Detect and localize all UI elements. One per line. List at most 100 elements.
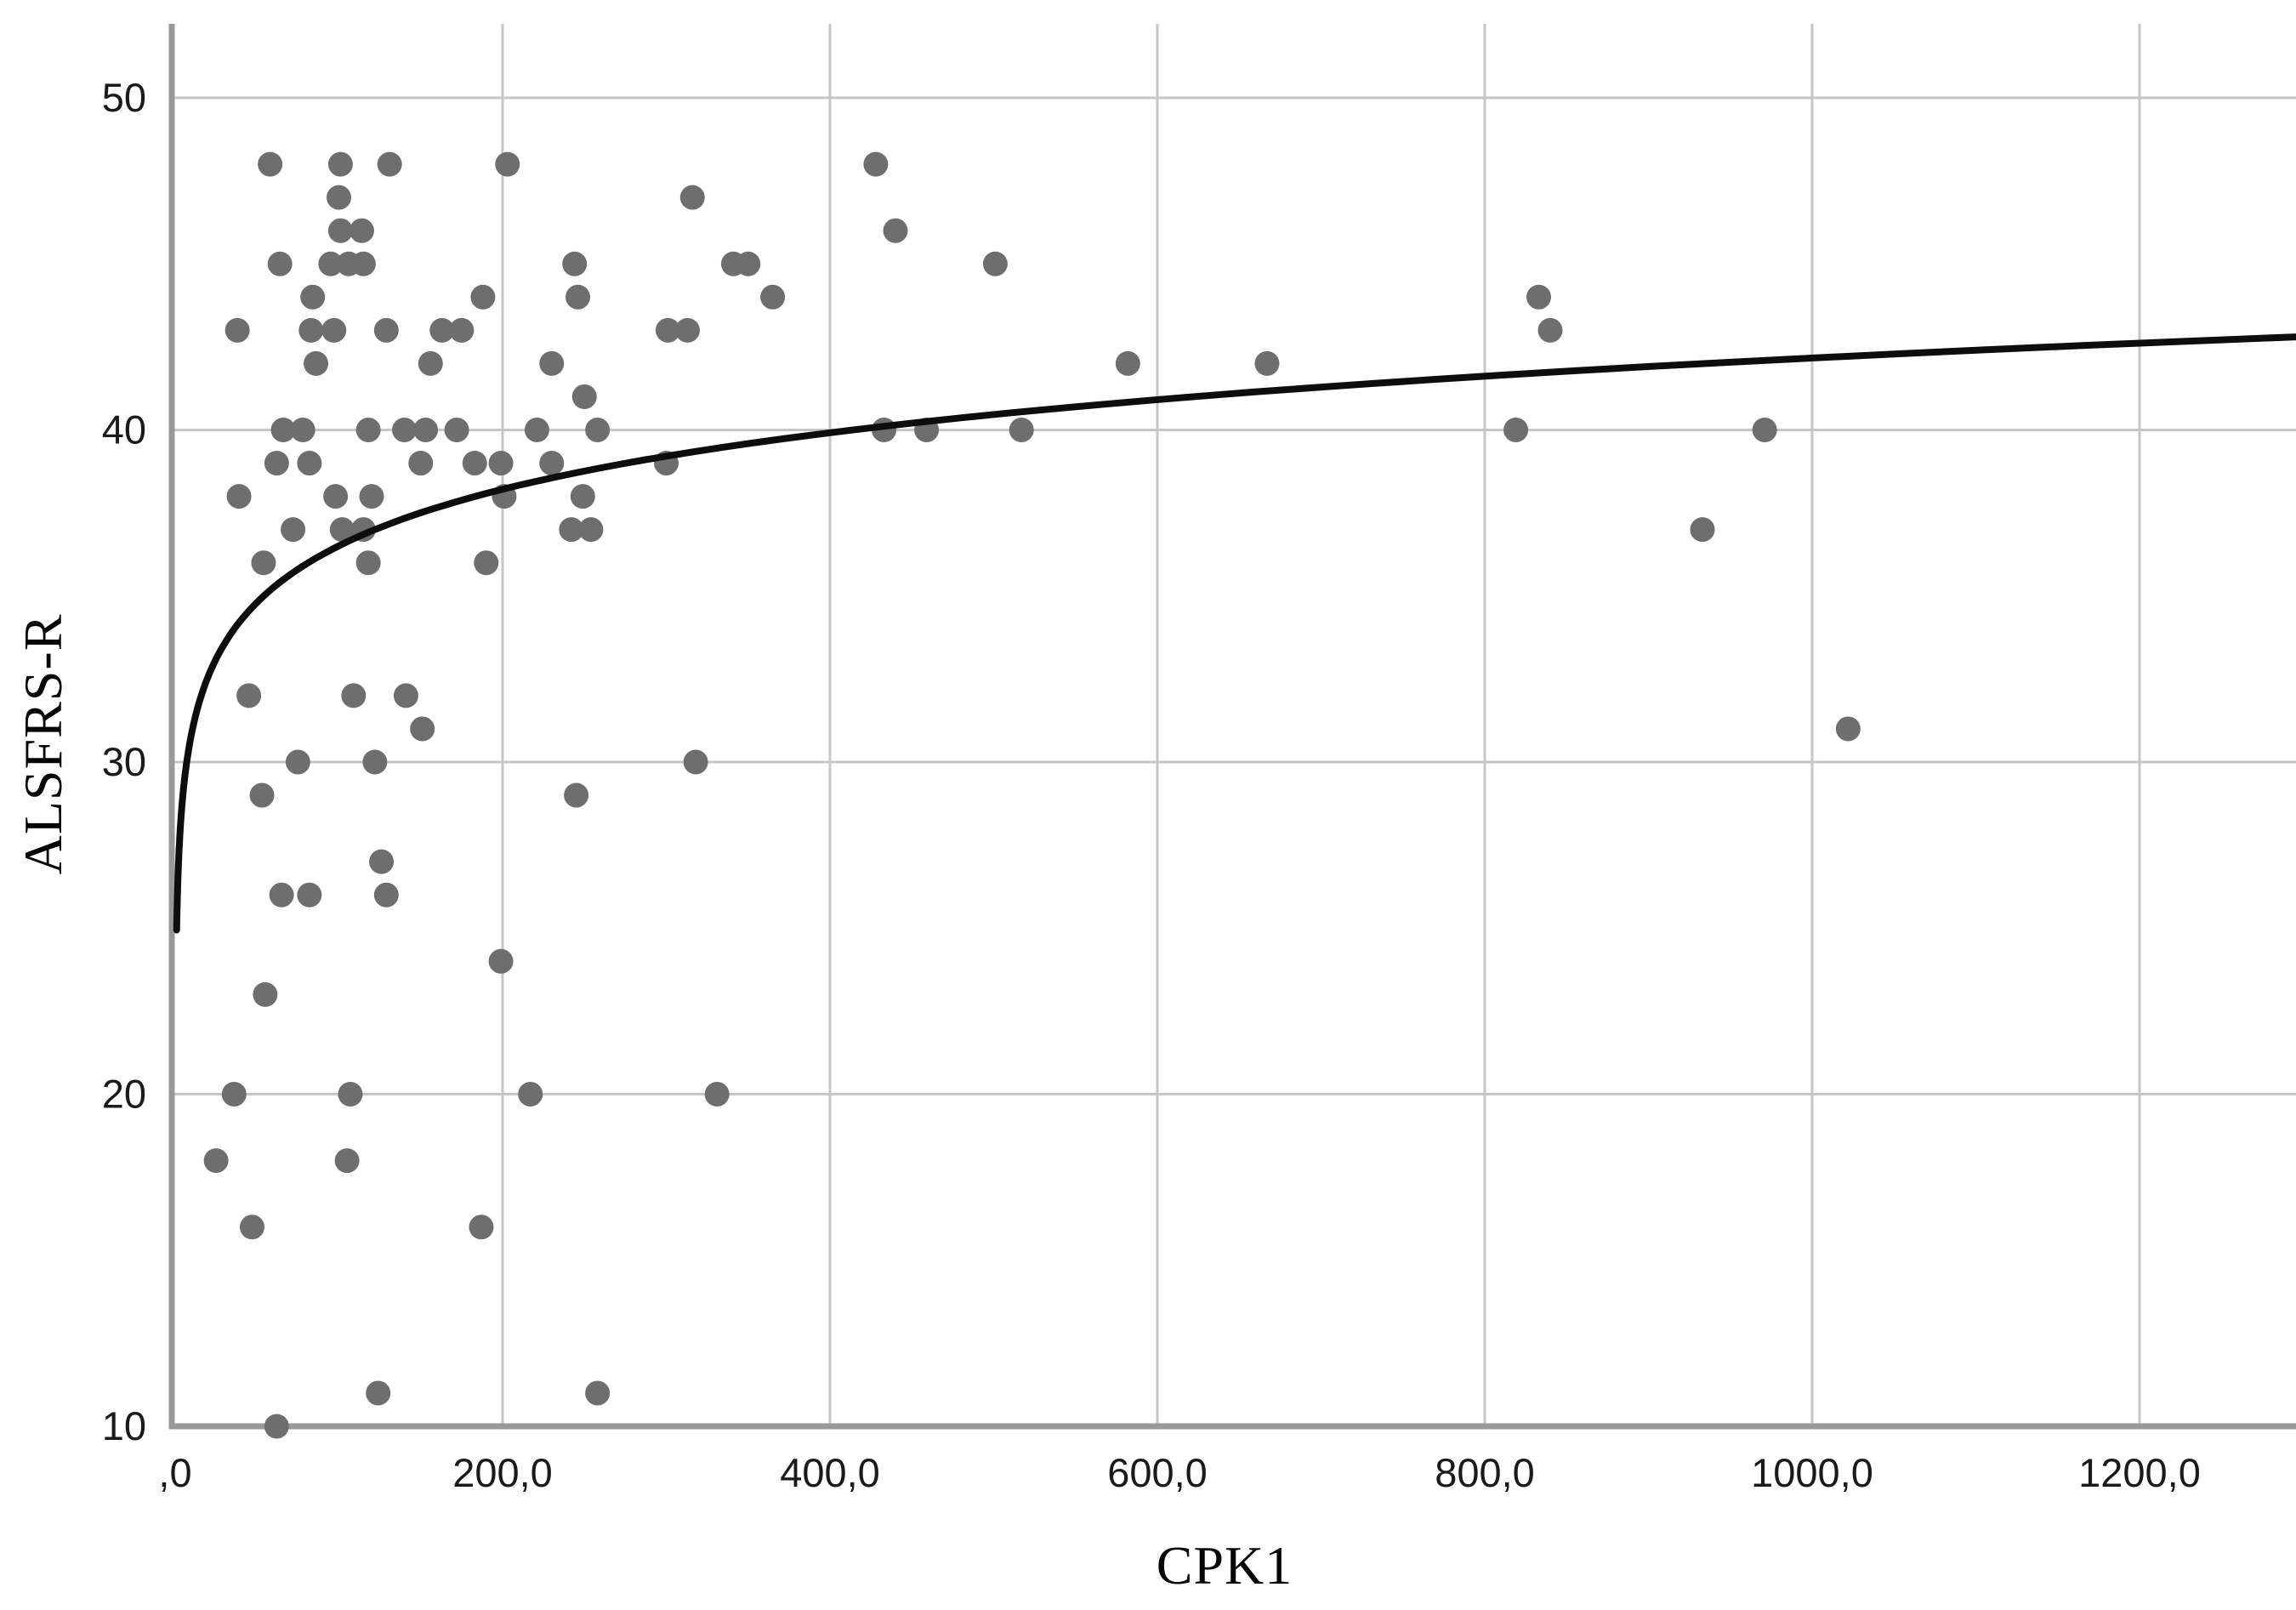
x-tick-label-1200: 1200,0	[2078, 1450, 2201, 1495]
scatter-point	[539, 350, 565, 376]
scatter-point	[253, 981, 278, 1007]
scatter-point	[585, 418, 611, 442]
scatter-points	[203, 151, 1861, 1439]
scatter-point	[444, 418, 469, 442]
scatter-point	[559, 517, 584, 543]
y-tick-label-30: 30	[102, 739, 146, 784]
scatter-point	[1503, 418, 1529, 442]
scatter-point	[304, 350, 329, 376]
scatter-point	[863, 151, 889, 177]
scatter-point	[679, 185, 705, 210]
scatter-point	[298, 317, 324, 343]
scatter-point	[269, 882, 294, 907]
scatter-point	[321, 317, 347, 343]
scatter-point	[224, 317, 250, 343]
scatter-point	[355, 418, 381, 442]
scatter-point	[359, 484, 384, 509]
scatter-point	[449, 317, 475, 343]
x-tick-label-600: 600,0	[1107, 1450, 1208, 1495]
scatter-point	[203, 1148, 229, 1174]
scatter-point	[1009, 418, 1034, 442]
scatter-point	[1537, 317, 1563, 343]
scatter-point	[249, 782, 275, 808]
scatter-point	[327, 218, 353, 243]
scatter-point	[300, 284, 326, 310]
scatter-point	[362, 749, 388, 775]
scatter-point	[377, 151, 402, 177]
x-axis-tick-labels: ,0 200,0 400,0 600,0 800,0 1000,0 1200,0	[158, 1450, 2200, 1495]
scatter-point	[285, 749, 310, 775]
scatter-point	[524, 418, 549, 442]
scatter-point	[474, 550, 499, 576]
x-tick-label-400: 400,0	[780, 1450, 880, 1495]
scatter-point	[429, 317, 455, 343]
scatter-point	[369, 849, 395, 874]
scatter-point	[564, 782, 589, 808]
scatter-point	[373, 882, 399, 907]
scatter-point	[338, 1082, 363, 1107]
scatter-point	[760, 284, 786, 310]
scatter-point	[675, 317, 701, 343]
y-axis-tick-labels: 10 20 30 40 50	[102, 75, 146, 1448]
scatter-point	[683, 749, 708, 775]
scatter-point	[462, 451, 487, 476]
scatter-point	[565, 284, 591, 310]
scatter-point	[350, 251, 376, 276]
scatter-point	[334, 1148, 360, 1174]
log-fit-curve	[173, 333, 2296, 934]
x-tick-label-200: 200,0	[452, 1450, 553, 1495]
scatter-point	[736, 251, 761, 276]
scatter-point	[355, 550, 381, 576]
x-tick-label-800: 800,0	[1435, 1450, 1535, 1495]
scatter-point	[488, 451, 514, 476]
scatter-point	[373, 317, 399, 343]
scatter-point	[221, 1082, 247, 1107]
scatter-point	[281, 517, 306, 543]
scatter-point	[413, 418, 439, 442]
scatter-point	[290, 418, 315, 442]
scatter-point	[578, 517, 604, 543]
scatter-point	[297, 451, 322, 476]
x-tick-label-1000: 1000,0	[1751, 1450, 1873, 1495]
y-tick-label-50: 50	[102, 75, 146, 120]
scatter-point	[570, 484, 595, 509]
scatter-point	[655, 317, 680, 343]
scatter-point	[1254, 350, 1280, 376]
y-tick-label-40: 40	[102, 407, 146, 452]
scatter-point	[982, 251, 1008, 276]
scatter-point	[392, 418, 417, 442]
scatter-point	[327, 185, 351, 210]
scatter-point	[883, 218, 908, 243]
scatter-point	[267, 251, 293, 276]
y-axis-title: ALSFRS-R	[13, 614, 73, 875]
scatter-point	[236, 683, 262, 708]
scatter-point	[571, 384, 597, 409]
y-tick-label-20: 20	[102, 1072, 146, 1117]
scatter-point	[1752, 418, 1777, 442]
scatter-point	[258, 151, 283, 177]
scatter-point	[469, 1215, 494, 1240]
scatter-point	[393, 683, 418, 708]
scatter-point	[297, 882, 322, 907]
scatter-point	[518, 1082, 543, 1107]
scatter-point	[408, 451, 434, 476]
scatter-point	[495, 151, 520, 177]
scatter-point	[488, 948, 514, 974]
scatter-point	[1835, 716, 1861, 742]
scatter-point	[539, 451, 565, 476]
scatter-point	[470, 284, 496, 310]
scatter-point	[323, 484, 349, 509]
scatter-point	[1526, 284, 1552, 310]
scatter-point	[585, 1380, 611, 1406]
scatter-point	[270, 418, 296, 442]
scatter-point	[1690, 517, 1715, 543]
gridlines	[172, 24, 2296, 1426]
y-tick-label-10: 10	[102, 1403, 146, 1448]
scatter-point	[1115, 350, 1140, 376]
scatter-point	[239, 1215, 264, 1240]
scatter-point	[327, 151, 353, 177]
scatter-point	[341, 683, 367, 708]
scatter-point	[318, 251, 344, 276]
